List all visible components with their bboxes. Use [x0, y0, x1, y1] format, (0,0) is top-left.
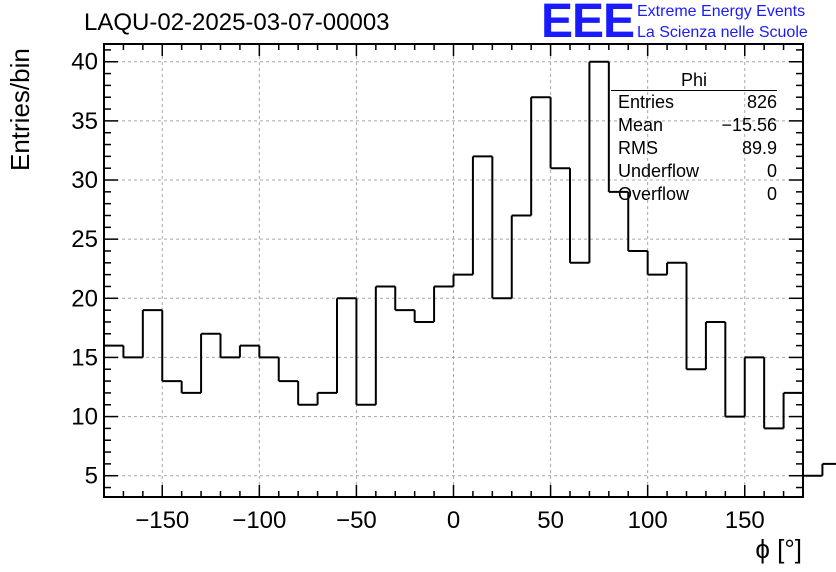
stats-value: 0 [766, 184, 777, 204]
stats-row-underflow: Underflow 0 [611, 160, 777, 183]
stats-label: Underflow [618, 161, 700, 181]
x-tick-label: −50 [336, 507, 377, 534]
stats-box: Phi Entries 826 Mean −15.56 RMS 89.9 Und… [611, 70, 777, 206]
y-tick-label: 35 [71, 108, 98, 135]
y-tick-label: 5 [85, 463, 98, 490]
y-tick-label: 40 [71, 49, 98, 76]
stats-value: 89.9 [741, 138, 777, 158]
stats-label: Overflow [618, 184, 690, 204]
stats-label: Entries [618, 92, 675, 112]
stats-row-mean: Mean −15.56 [611, 114, 777, 137]
stats-value: −15.56 [721, 115, 777, 135]
branding-line-2: La Scienza nelle Scuole [637, 24, 808, 41]
branding-line-1: Extreme Energy Events [637, 3, 806, 20]
chart-title: LAQU-02-2025-03-07-00003 [84, 9, 390, 36]
y-tick-label: 30 [71, 167, 98, 194]
y-tick-label: 10 [71, 404, 98, 431]
plot-frame [103, 43, 804, 498]
x-tick-label: 50 [537, 507, 564, 534]
stats-label: RMS [618, 138, 658, 158]
stats-row-entries: Entries 826 [611, 91, 777, 114]
x-tick-label: 0 [447, 507, 460, 534]
x-tick-label: −100 [232, 507, 286, 534]
y-tick-label: 20 [71, 285, 98, 312]
x-axis-title: ϕ [°] [755, 534, 802, 564]
stats-row-rms: RMS 89.9 [611, 137, 777, 160]
y-tick-label: 15 [71, 344, 98, 371]
x-tick-label: 100 [628, 507, 668, 534]
stats-title: Phi [611, 70, 777, 91]
stats-value: 0 [766, 161, 777, 181]
stats-label: Mean [618, 115, 664, 135]
stats-row-overflow: Overflow 0 [611, 183, 777, 206]
y-axis-title: Entries/bin [5, 48, 35, 171]
stats-value: 826 [746, 92, 777, 112]
x-tick-label: −150 [135, 507, 189, 534]
x-tick-label: 150 [725, 507, 765, 534]
y-tick-label: 25 [71, 226, 98, 253]
eee-logo: EEE [541, 0, 635, 48]
